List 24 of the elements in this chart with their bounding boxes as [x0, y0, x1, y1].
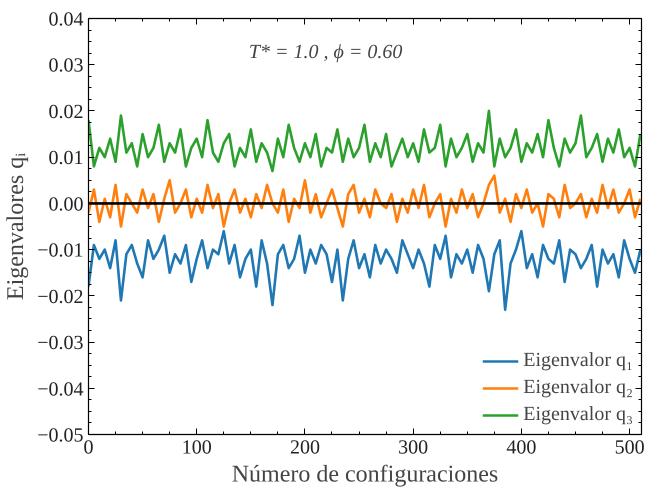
legend-label: Eigenvalor q₂: [523, 376, 633, 399]
y-tick-label: −0.04: [37, 378, 84, 400]
legend-label: Eigenvalor q₁: [523, 349, 633, 372]
y-tick-label: −0.02: [37, 286, 84, 308]
legend-label: Eigenvalor q₃: [523, 403, 633, 426]
x-tick-label: 500: [614, 436, 645, 458]
line-series: [88, 110, 642, 172]
y-tick-label: 0.01: [48, 147, 84, 170]
x-tick-label: 100: [182, 436, 212, 458]
y-tick-label: 0.00: [48, 193, 84, 216]
y-axis-title: Eigenvalores qᵢ: [3, 152, 30, 300]
annotation: T* = 1.0 , ϕ = 0.60: [248, 40, 402, 63]
line-series: [88, 230, 642, 311]
x-axis-title: Número de configuraciones: [232, 462, 498, 488]
y-tick-label: 0.04: [48, 8, 84, 30]
x-tick-label: 0: [84, 436, 94, 458]
x-tick-label: 300: [398, 436, 428, 458]
y-tick-label: 0.03: [48, 54, 84, 77]
y-tick-label: −0.05: [37, 424, 84, 446]
y-tick-label: −0.03: [37, 332, 84, 354]
y-tick-label: −0.01: [37, 240, 84, 262]
x-tick-label: 400: [506, 436, 536, 458]
x-tick-label: 200: [290, 436, 320, 458]
y-tick-label: 0.02: [48, 100, 84, 123]
